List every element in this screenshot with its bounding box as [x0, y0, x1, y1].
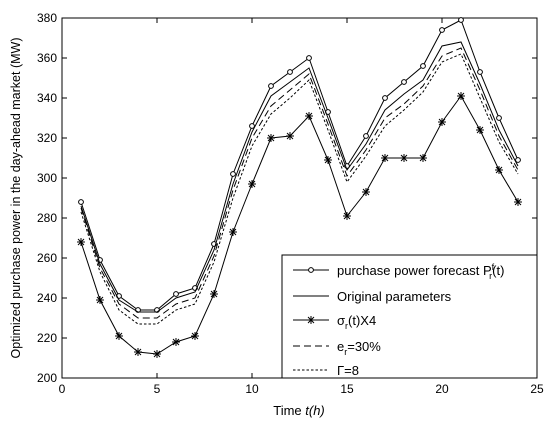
series-1 — [80, 41, 519, 313]
data-point — [324, 156, 332, 164]
data-point — [457, 92, 465, 100]
data-point — [134, 348, 142, 356]
legend-item: purchase power forecast Pf r(t) — [293, 262, 504, 281]
data-point — [306, 55, 312, 61]
x-axis-label-var: t(h) — [305, 403, 325, 418]
legend-label-text: Original parameters — [337, 289, 452, 304]
legend-item: σr(t)X4 — [293, 313, 376, 331]
legend-label-text: Γ=8 — [337, 363, 359, 378]
series-layer — [77, 17, 522, 358]
data-point — [362, 188, 370, 196]
data-point — [477, 69, 483, 75]
legend-label: purchase power forecast Pf r(t) — [337, 262, 504, 281]
y-axis-ticks: 200 220 240 260 280 300 320 340 360 380 — [37, 11, 537, 385]
legend-marker — [307, 316, 315, 324]
legend-item: er=30% — [293, 339, 381, 357]
data-point — [153, 350, 161, 358]
x-tick-label: 15 — [340, 382, 354, 396]
legend: purchase power forecast Pf r(t)Original p… — [281, 254, 538, 379]
legend-label: Original parameters — [337, 289, 452, 304]
data-point — [249, 123, 255, 129]
series-line — [80, 19, 519, 311]
x-tick-label: 10 — [245, 382, 259, 396]
data-point — [268, 83, 274, 89]
data-point — [458, 17, 464, 23]
legend-marker — [308, 267, 314, 273]
data-point — [515, 157, 521, 163]
legend-item: Γ=8 — [293, 363, 359, 378]
legend-label: Γ=8 — [337, 363, 359, 378]
legend-label: er=30% — [337, 339, 381, 357]
y-tick-label: 340 — [37, 91, 57, 105]
series-line — [80, 41, 519, 313]
y-tick-label: 220 — [37, 331, 57, 345]
data-point — [286, 132, 294, 140]
x-tick-label: 5 — [154, 382, 161, 396]
series-line — [80, 47, 519, 319]
data-point — [419, 154, 427, 162]
y-tick-label: 200 — [37, 371, 57, 385]
legend-label-sub: r — [344, 347, 347, 357]
legend-item: Original parameters — [293, 289, 452, 304]
data-point — [287, 69, 293, 75]
legend-label-sub: r — [489, 271, 492, 281]
y-tick-label: 380 — [37, 11, 57, 25]
x-axis-ticks: 0 5 10 15 20 25 — [59, 18, 544, 396]
legend-label-tail: (t)X4 — [348, 313, 376, 328]
legend-label-sub: r — [345, 321, 348, 331]
data-point — [439, 27, 445, 33]
data-point — [495, 166, 503, 174]
x-tick-label: 0 — [59, 382, 66, 396]
x-tick-label: 25 — [530, 382, 544, 396]
series-line — [80, 53, 519, 325]
data-point — [381, 154, 389, 162]
series-3 — [80, 47, 519, 319]
y-tick-label: 280 — [37, 211, 57, 225]
data-point — [248, 180, 256, 188]
series-0 — [78, 17, 521, 313]
data-point — [191, 332, 199, 340]
legend-box — [281, 254, 538, 379]
data-point — [77, 238, 85, 246]
legend-label: σr(t)X4 — [337, 313, 376, 331]
legend-label-text: e — [337, 339, 344, 354]
y-tick-label: 260 — [37, 251, 57, 265]
data-point — [173, 291, 179, 297]
data-point — [400, 154, 408, 162]
data-point — [78, 199, 84, 205]
data-point — [476, 126, 484, 134]
data-point — [343, 212, 351, 220]
data-point — [230, 171, 236, 177]
legend-label-sup: f — [492, 262, 495, 272]
data-point — [514, 198, 522, 206]
legend-label-text: σ — [337, 313, 345, 328]
data-point — [267, 134, 275, 142]
series-4 — [80, 53, 519, 325]
y-tick-label: 240 — [37, 291, 57, 305]
x-tick-label: 20 — [435, 382, 449, 396]
data-point — [438, 118, 446, 126]
y-axis-label: Optimized purchase power in the day-ahea… — [9, 38, 23, 359]
y-tick-label: 300 — [37, 171, 57, 185]
y-tick-label: 320 — [37, 131, 57, 145]
data-point — [382, 95, 388, 101]
series-2 — [77, 92, 522, 358]
legend-label-tail: (t) — [492, 263, 504, 278]
data-point — [420, 63, 426, 69]
data-point — [172, 338, 180, 346]
data-point — [229, 228, 237, 236]
data-point — [401, 79, 407, 85]
legend-label-tail: =30% — [347, 339, 381, 354]
legend-label-text: purchase power forecast P — [337, 263, 492, 278]
x-axis-label: Time t(h) — [273, 403, 325, 418]
data-point — [115, 332, 123, 340]
x-axis-label-prefix: Time — [273, 403, 305, 418]
y-tick-label: 360 — [37, 51, 57, 65]
data-point — [96, 296, 104, 304]
data-point — [496, 115, 502, 121]
data-point — [210, 290, 218, 298]
data-point — [363, 133, 369, 139]
data-point — [305, 112, 313, 120]
